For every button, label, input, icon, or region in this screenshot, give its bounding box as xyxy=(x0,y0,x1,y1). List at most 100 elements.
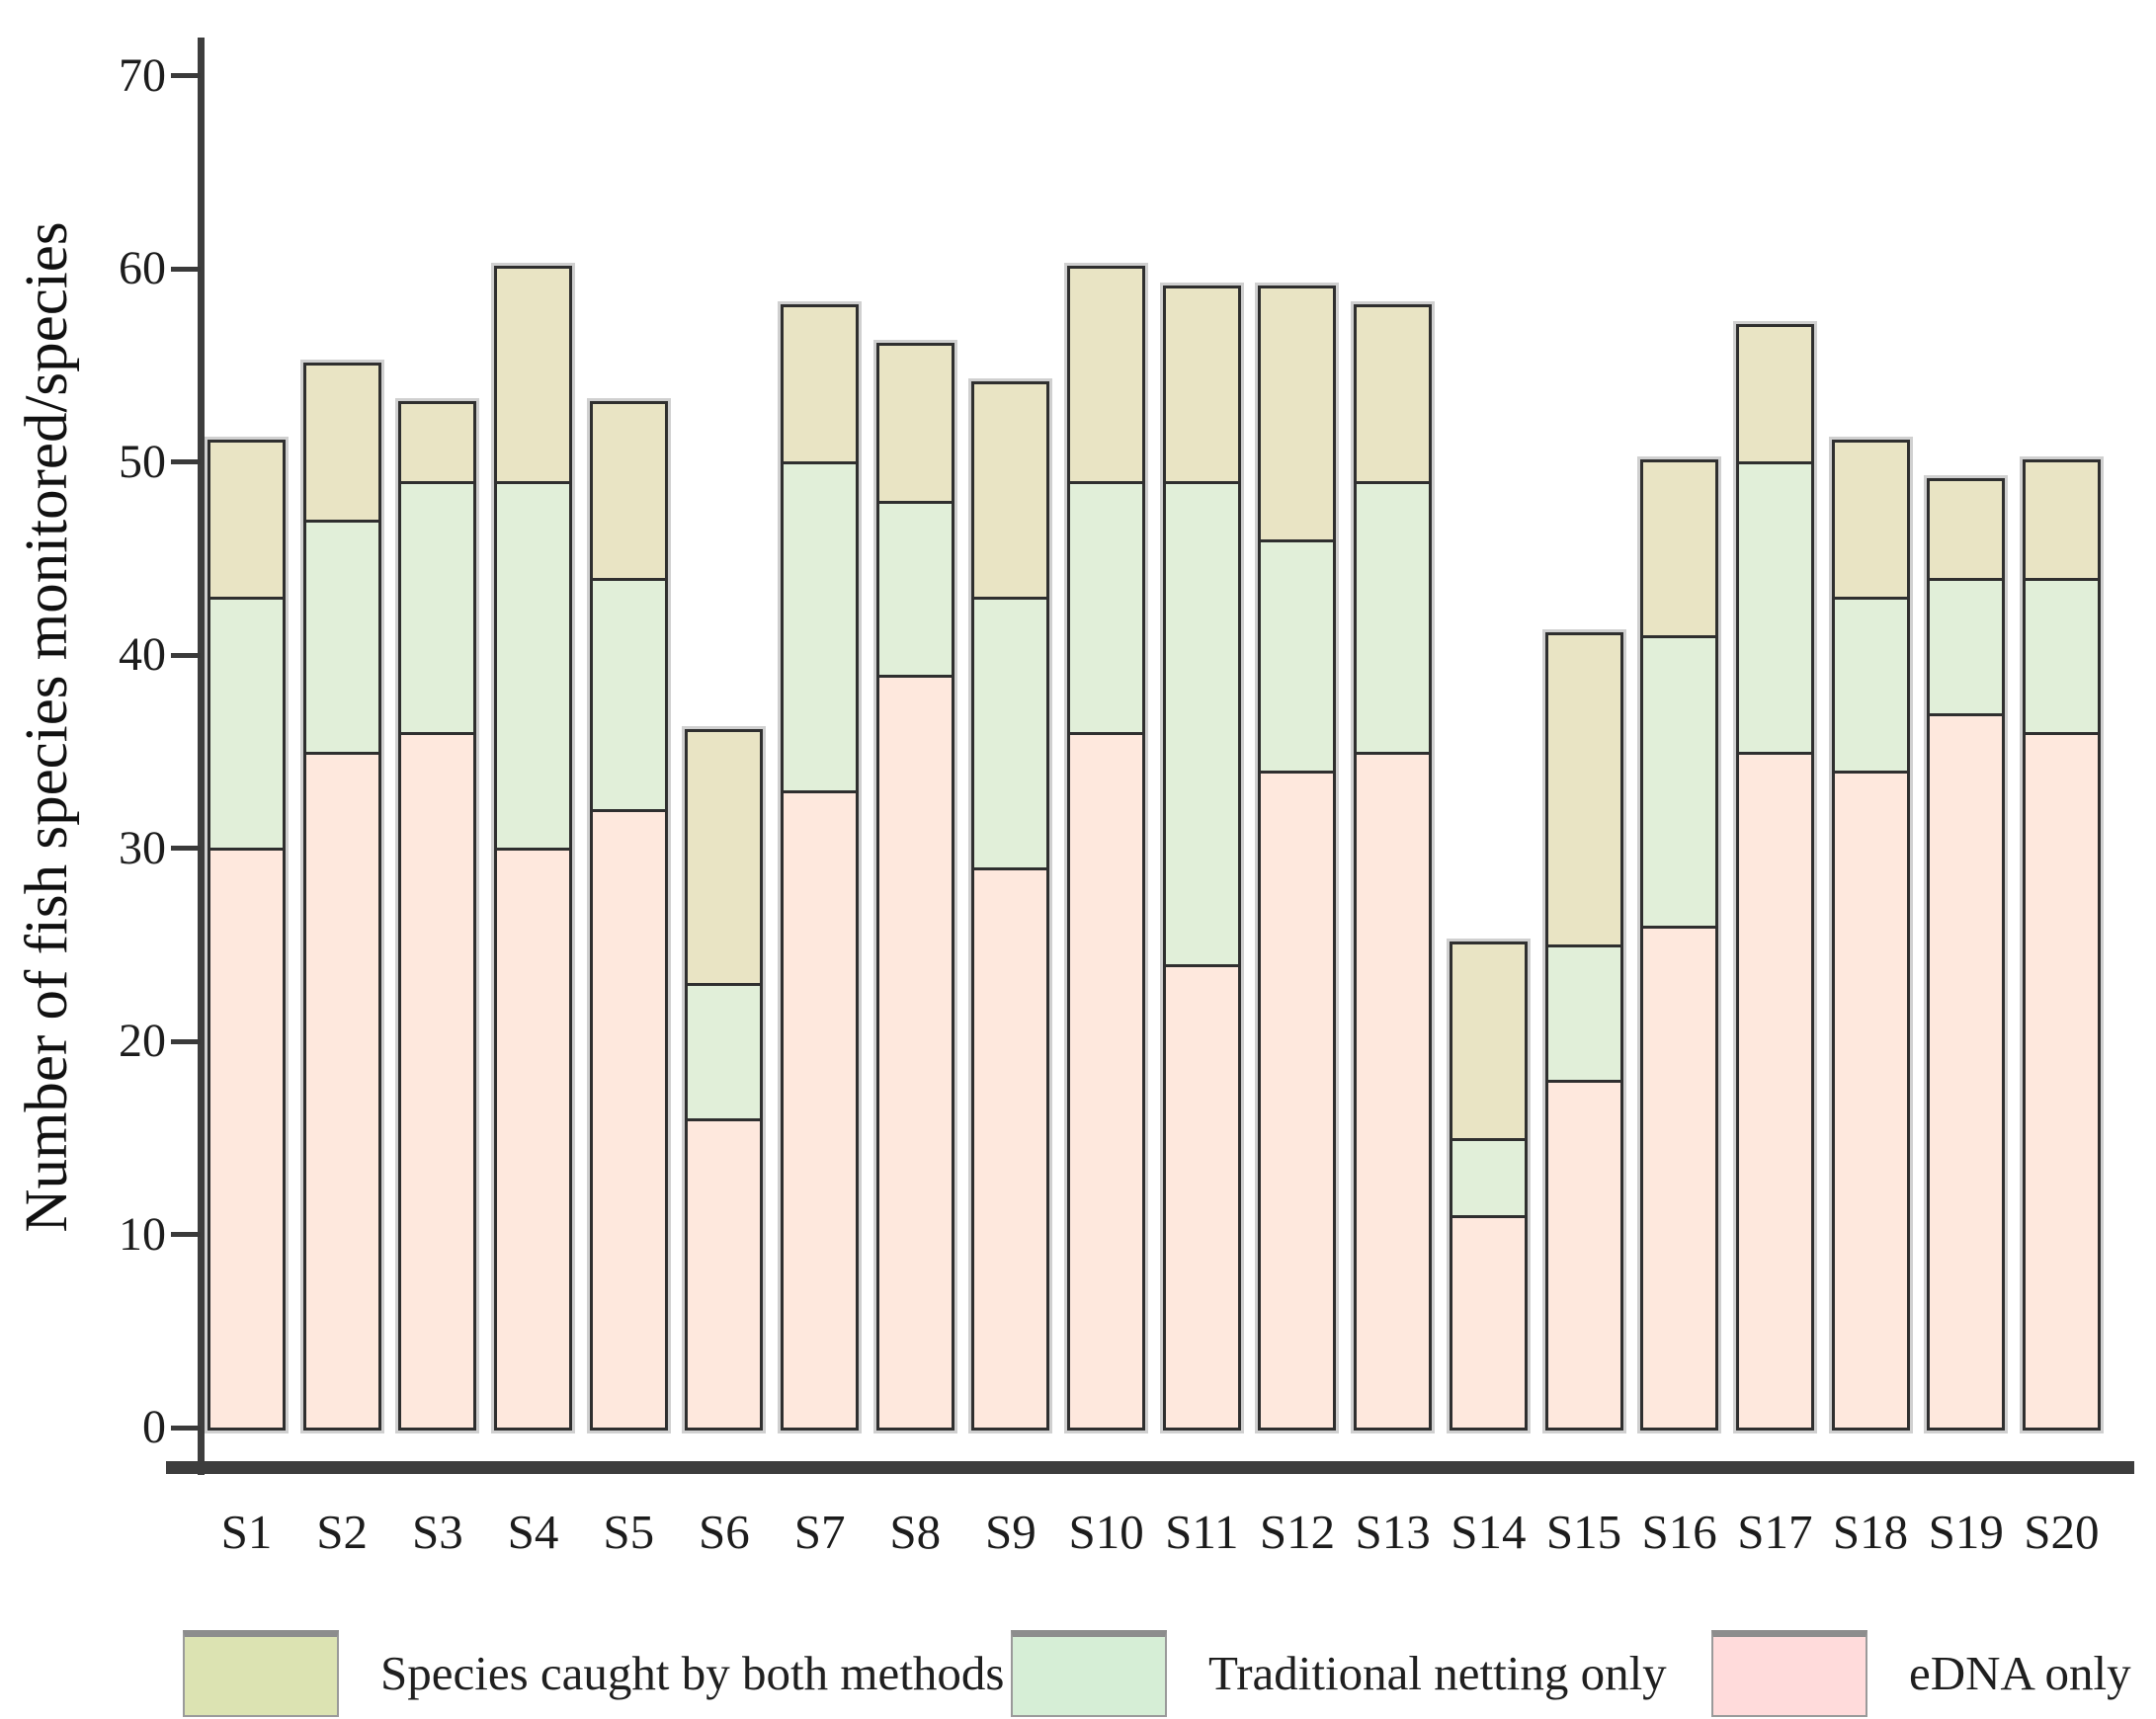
x-label-s13: S13 xyxy=(1355,1505,1431,1559)
segment-traditional-netting xyxy=(1643,635,1716,926)
x-label-s9: S9 xyxy=(985,1505,1037,1559)
segment-traditional-netting xyxy=(1834,597,1907,772)
segment-edna-only xyxy=(1547,1080,1620,1428)
segment-edna-only xyxy=(878,674,952,1428)
x-label-s10: S10 xyxy=(1068,1505,1144,1559)
segment-edna-only xyxy=(1834,771,1907,1428)
segment-edna-only xyxy=(401,732,474,1428)
segment-edna-only xyxy=(305,751,378,1428)
segment-both-methods xyxy=(401,403,474,482)
segment-traditional-netting xyxy=(592,577,665,810)
segment-traditional-netting xyxy=(688,983,761,1119)
segment-both-methods xyxy=(974,384,1047,598)
segment-traditional-netting xyxy=(210,597,283,849)
segment-traditional-netting xyxy=(401,481,474,733)
y-tick-mark xyxy=(171,1038,201,1044)
segment-both-methods xyxy=(1451,944,1525,1138)
segment-edna-only xyxy=(1165,963,1238,1428)
bar-s14 xyxy=(1449,941,1528,1431)
y-tick-mark xyxy=(171,1232,201,1237)
y-tick-mark xyxy=(171,846,201,851)
segment-both-methods xyxy=(1547,635,1620,945)
x-label-s2: S2 xyxy=(316,1505,369,1559)
x-label-s7: S7 xyxy=(793,1505,846,1559)
segment-edna-only xyxy=(1261,771,1334,1428)
segment-traditional-netting xyxy=(1165,481,1238,964)
segment-edna-only xyxy=(1451,1214,1525,1428)
y-tick-mark xyxy=(171,73,201,78)
legend-swatch-1 xyxy=(183,1630,339,1717)
segment-traditional-netting xyxy=(2025,577,2098,733)
segment-both-methods xyxy=(497,269,570,482)
segment-traditional-netting xyxy=(1930,577,2003,713)
bar-s12 xyxy=(1258,285,1337,1431)
x-label-s20: S20 xyxy=(2024,1505,2100,1559)
segment-both-methods xyxy=(1643,461,1716,636)
segment-both-methods xyxy=(2025,461,2098,578)
x-label-s18: S18 xyxy=(1832,1505,1909,1559)
bar-s10 xyxy=(1067,266,1146,1431)
segment-traditional-netting xyxy=(1357,481,1430,752)
segment-both-methods xyxy=(1834,442,1907,598)
segment-both-methods xyxy=(1930,481,2003,578)
x-label-s11: S11 xyxy=(1165,1505,1239,1559)
x-label-s15: S15 xyxy=(1545,1505,1622,1559)
y-tick-mark xyxy=(171,652,201,658)
segment-edna-only xyxy=(1738,751,1811,1428)
x-label-s8: S8 xyxy=(889,1505,942,1559)
x-label-s19: S19 xyxy=(1928,1505,2004,1559)
bar-s5 xyxy=(589,400,668,1431)
x-label-s17: S17 xyxy=(1737,1505,1813,1559)
y-tick-label: 70 xyxy=(119,48,166,102)
segment-both-methods xyxy=(1165,287,1238,482)
segment-both-methods xyxy=(688,732,761,984)
segment-both-methods xyxy=(1738,326,1811,462)
y-tick-label: 0 xyxy=(142,1401,166,1453)
y-tick-mark xyxy=(171,266,201,272)
x-label-s5: S5 xyxy=(603,1505,655,1559)
x-label-s4: S4 xyxy=(507,1505,559,1559)
segment-edna-only xyxy=(1930,712,2003,1428)
bar-s7 xyxy=(781,304,860,1431)
legend-label-2: Traditional netting only xyxy=(1208,1646,1667,1700)
segment-edna-only xyxy=(784,789,857,1428)
segment-traditional-netting xyxy=(305,520,378,752)
bar-s3 xyxy=(398,400,477,1431)
segment-both-methods xyxy=(592,403,665,578)
segment-both-methods xyxy=(1357,307,1430,482)
legend-label-3: eDNA only xyxy=(1909,1646,2131,1700)
segment-both-methods xyxy=(210,442,283,598)
x-axis-line xyxy=(166,1461,2134,1474)
x-label-s3: S3 xyxy=(411,1505,463,1559)
bar-s13 xyxy=(1354,304,1433,1431)
segment-edna-only xyxy=(1070,732,1143,1428)
legend-swatch-2 xyxy=(1011,1630,1167,1717)
x-label-s1: S1 xyxy=(220,1505,273,1559)
segment-traditional-netting xyxy=(1070,481,1143,733)
y-tick-label: 40 xyxy=(119,628,166,681)
segment-edna-only xyxy=(592,809,665,1428)
segment-both-methods xyxy=(784,307,857,462)
segment-both-methods xyxy=(1070,269,1143,482)
segment-traditional-netting xyxy=(878,500,952,675)
y-tick-label: 10 xyxy=(119,1207,166,1261)
y-tick-label: 20 xyxy=(119,1015,166,1067)
x-label-s6: S6 xyxy=(699,1505,750,1559)
segment-traditional-netting xyxy=(974,597,1047,868)
y-tick-label: 60 xyxy=(119,242,166,294)
segment-both-methods xyxy=(1261,287,1334,539)
y-tick-label: 50 xyxy=(119,435,166,488)
bar-s17 xyxy=(1735,323,1814,1431)
legend-swatch-3 xyxy=(1711,1630,1867,1717)
segment-edna-only xyxy=(1643,925,1716,1428)
bar-s1 xyxy=(207,439,286,1431)
x-label-s12: S12 xyxy=(1259,1505,1336,1559)
bar-s11 xyxy=(1162,285,1241,1431)
bar-s15 xyxy=(1544,632,1623,1431)
segment-both-methods xyxy=(878,346,952,501)
bar-s6 xyxy=(685,729,764,1431)
bar-s18 xyxy=(1831,439,1910,1431)
bar-s9 xyxy=(971,381,1050,1431)
y-tick-label: 30 xyxy=(119,821,166,874)
